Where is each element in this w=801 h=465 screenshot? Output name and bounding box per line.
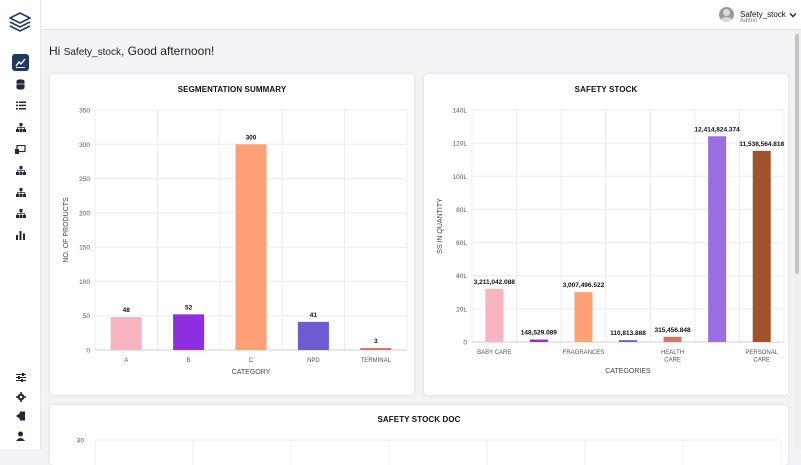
y-tick-label: 300 bbox=[79, 142, 90, 149]
y-tick-label: 350 bbox=[79, 108, 90, 115]
y-tick-label: 60L bbox=[456, 240, 467, 247]
data-label: 41 bbox=[310, 312, 318, 319]
logout-icon[interactable] bbox=[13, 409, 28, 422]
y-tick-label: 120L bbox=[453, 141, 468, 148]
greeting: Hi Safety_stock, Good afternoon! bbox=[49, 44, 214, 58]
x-tick-label: TERMINAL bbox=[361, 358, 392, 364]
user-role: Admin bbox=[740, 18, 758, 24]
hierarchy-icon[interactable] bbox=[13, 207, 28, 220]
y-axis-title: SS IN QUANTITY bbox=[437, 198, 444, 254]
x-tick-label: NPD bbox=[307, 358, 320, 364]
bar bbox=[574, 292, 593, 342]
data-label: 148,529.089 bbox=[521, 330, 558, 337]
hierarchy-icon[interactable] bbox=[13, 121, 28, 134]
data-label: 3,007,496.522 bbox=[563, 282, 605, 289]
safety-stock-title: SAFETY STOCK bbox=[574, 85, 638, 94]
database-icon[interactable] bbox=[13, 78, 28, 91]
segmentation-summary-card: SEGMENTATION SUMMARY 0 50 100 150 200 250 300 3… bbox=[50, 74, 414, 395]
bar bbox=[360, 347, 392, 350]
x-axis-title: CATEGORIES bbox=[605, 368, 651, 375]
user-name[interactable]: Safety_stock bbox=[740, 10, 786, 19]
y-tick-label: 0 bbox=[463, 340, 467, 347]
x-axis-title: CATEGORY bbox=[232, 369, 271, 376]
x-tick-label: PERSONAL bbox=[745, 350, 778, 356]
safety-stock-doc-title: SAFETY STOCK DOC bbox=[377, 415, 461, 424]
y-tick-label: 80L bbox=[456, 207, 467, 214]
y-tick-label: 20L bbox=[456, 306, 467, 313]
segmentation-summary-title: SEGMENTATION SUMMARY bbox=[177, 85, 287, 94]
data-label: 3,211,042.088 bbox=[474, 279, 516, 286]
x-tick-label: A bbox=[124, 358, 128, 364]
bar bbox=[485, 288, 504, 342]
y-tick-label: 100L bbox=[453, 174, 468, 181]
logo-icon[interactable] bbox=[9, 12, 31, 34]
bar bbox=[235, 144, 267, 350]
avatar[interactable] bbox=[719, 7, 734, 22]
data-label: 11,538,564.818 bbox=[739, 141, 784, 148]
safety-stock-doc-chart: 30 bbox=[77, 438, 782, 465]
data-label: 3 bbox=[374, 338, 378, 345]
data-label: 48 bbox=[123, 307, 131, 314]
hierarchy-icon[interactable] bbox=[13, 186, 28, 199]
analytics-icon[interactable] bbox=[12, 54, 29, 71]
x-tick-label: B bbox=[187, 358, 191, 364]
x-tick-label: CARE bbox=[753, 358, 770, 364]
bar bbox=[173, 314, 205, 350]
scrollbar[interactable] bbox=[794, 30, 801, 449]
data-label: 52 bbox=[185, 304, 193, 311]
y-tick-label: 50 bbox=[83, 313, 91, 320]
bar bbox=[529, 339, 548, 342]
x-tick-label: FRAGRANCES bbox=[563, 350, 605, 356]
x-tick-label: BABY CARE bbox=[477, 350, 511, 356]
settings-icon[interactable] bbox=[13, 390, 28, 403]
y-tick-label: 0 bbox=[86, 348, 90, 355]
x-tick-label: C bbox=[249, 358, 254, 364]
chevron-down-icon[interactable] bbox=[789, 11, 797, 19]
top-bar: Safety_stock Admin bbox=[41, 0, 801, 30]
y-tick-label: 100 bbox=[79, 279, 90, 286]
safety-stock-card: SAFETY STOCK 0 20L 40L 60L 80L 100L 120L 140L 3,… bbox=[424, 74, 788, 395]
hierarchy-icon[interactable] bbox=[13, 164, 28, 177]
data-label: 110,813.888 bbox=[610, 330, 646, 337]
y-axis-title: NO. OF PRODUCTS bbox=[63, 197, 70, 263]
y-tick-label: 150 bbox=[79, 245, 90, 252]
bar bbox=[708, 136, 727, 342]
bar bbox=[110, 317, 142, 350]
y-tick-label: 140L bbox=[453, 108, 468, 115]
safety-stock-doc-card: SAFETY STOCK DOC 30 bbox=[50, 405, 788, 465]
sidebar bbox=[0, 0, 41, 449]
y-tick-label: 30 bbox=[77, 438, 85, 445]
user-icon[interactable] bbox=[13, 429, 28, 442]
y-tick-label: 40L bbox=[456, 273, 467, 280]
bar bbox=[663, 336, 682, 342]
y-tick-label: 200 bbox=[79, 210, 90, 217]
segmentation-summary-chart: 0 50 100 150 200 250 300 350 48 A 52 B 300 C 41 NPD 3 TER… bbox=[63, 108, 408, 376]
data-label: 300 bbox=[246, 134, 257, 141]
bar bbox=[297, 321, 329, 350]
greeting-message: , Good afternoon! bbox=[120, 44, 215, 58]
x-tick-label: CARE bbox=[664, 358, 681, 364]
x-tick-label: HEALTH bbox=[661, 350, 684, 356]
data-label: 315,456.848 bbox=[654, 327, 691, 334]
scrollbar-thumb[interactable] bbox=[795, 34, 799, 274]
bar-chart-icon[interactable] bbox=[13, 229, 28, 242]
list-icon[interactable] bbox=[13, 99, 28, 112]
y-tick-label: 250 bbox=[79, 176, 90, 183]
greeting-hi: Hi bbox=[49, 44, 61, 58]
data-label: 12,414,824.374 bbox=[695, 126, 741, 133]
sliders-icon[interactable] bbox=[13, 371, 28, 384]
greeting-user-name: Safety_stock bbox=[63, 47, 121, 58]
bar bbox=[619, 340, 637, 342]
bar bbox=[752, 150, 771, 342]
laptop-icon[interactable] bbox=[13, 143, 28, 156]
safety-stock-chart: 0 20L 40L 60L 80L 100L 120L 140L 3,211,042.088 BA… bbox=[437, 108, 785, 376]
